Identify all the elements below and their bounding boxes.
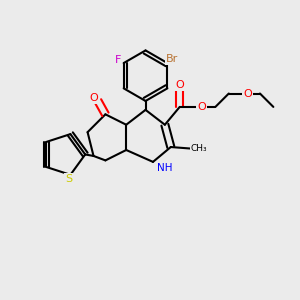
Text: O: O: [175, 80, 184, 90]
Text: F: F: [115, 55, 121, 65]
Text: O: O: [89, 93, 98, 103]
Text: Br: Br: [166, 54, 178, 64]
Text: O: O: [243, 88, 252, 98]
Text: CH₃: CH₃: [191, 144, 207, 153]
Text: S: S: [65, 174, 73, 184]
Text: NH: NH: [158, 163, 173, 173]
Text: O: O: [197, 102, 206, 112]
